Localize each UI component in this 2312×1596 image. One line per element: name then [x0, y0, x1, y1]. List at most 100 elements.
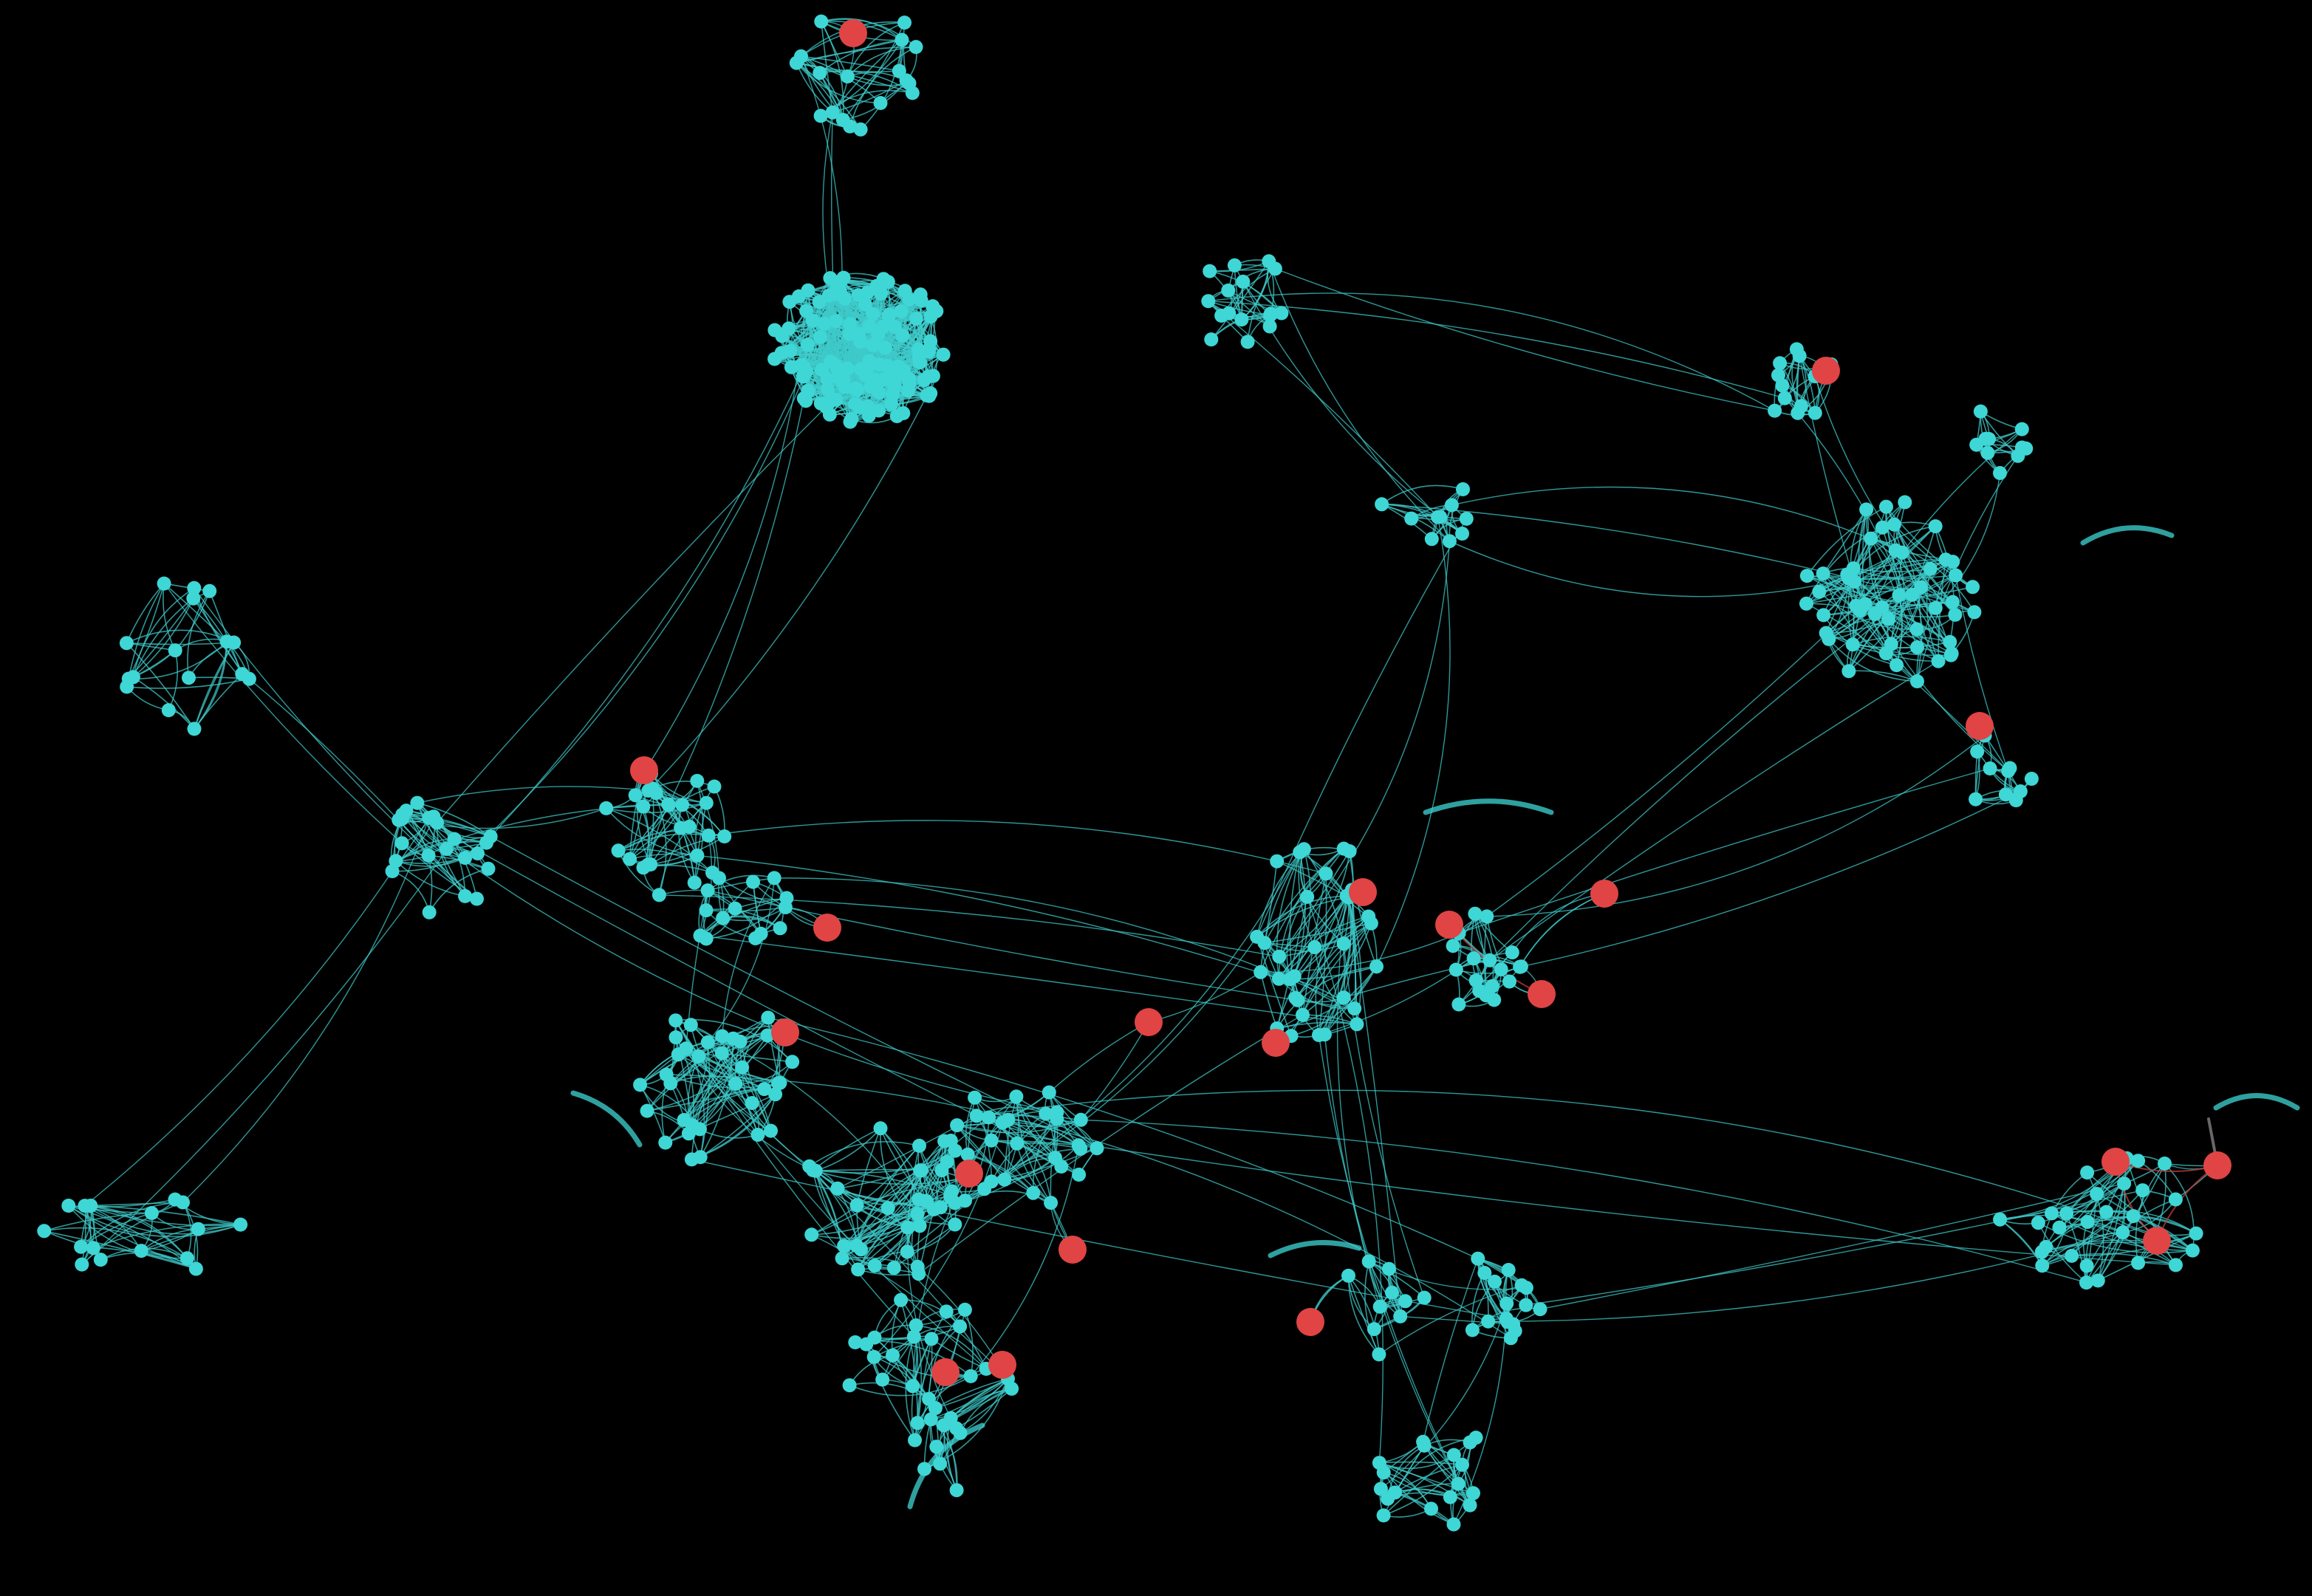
graph-node — [968, 1090, 982, 1105]
graph-node — [1768, 403, 1782, 418]
graph-edge — [821, 18, 903, 41]
graph-edge — [708, 820, 1327, 874]
graph-edge — [605, 807, 698, 857]
graph-edge — [44, 1212, 153, 1232]
graph-node — [914, 293, 928, 308]
graph-node — [1446, 1517, 1461, 1532]
graph-node — [712, 871, 726, 886]
highlight-node — [1966, 712, 1994, 740]
graph-node — [1499, 1296, 1514, 1311]
graph-node — [2008, 793, 2023, 808]
graph-node — [1443, 1490, 1457, 1504]
graph-node — [2116, 1225, 2130, 1240]
graph-edge — [893, 1224, 956, 1269]
graph-edge — [1256, 897, 1350, 938]
graph-node — [1946, 595, 1960, 609]
graph-node — [677, 1113, 691, 1127]
graph-node — [905, 86, 920, 100]
graph-node — [866, 306, 880, 321]
graph-edge — [800, 55, 844, 121]
graph-node — [835, 1251, 849, 1266]
graph-node — [1905, 587, 1920, 602]
graph-node — [1270, 854, 1285, 869]
graph-node — [1381, 1261, 1396, 1276]
graph-node — [2131, 1154, 2146, 1168]
graph-edge — [1422, 1258, 1479, 1442]
graph-node — [804, 1227, 819, 1242]
graph-edge — [1853, 559, 1946, 583]
graph-edge — [163, 583, 403, 844]
graph-edge — [700, 1093, 776, 1158]
graph-node — [1274, 306, 1289, 321]
graph-edge — [812, 1169, 951, 1196]
graph-node — [61, 1199, 76, 1213]
graph-node — [1480, 909, 1494, 924]
graph-edge — [1211, 261, 1270, 340]
graph-edge — [694, 802, 708, 883]
graph-node — [924, 1332, 939, 1346]
graph-node — [2135, 1183, 2150, 1198]
graph-node — [892, 64, 906, 78]
graph-edge — [1381, 504, 1975, 613]
graph-node — [410, 795, 425, 810]
graph-node — [1466, 951, 1481, 966]
graph-node — [1312, 1028, 1326, 1042]
graph-node — [851, 1262, 866, 1277]
graph-edge — [675, 1020, 987, 1370]
graph-edge — [1853, 577, 1954, 603]
graph-node — [2031, 1216, 2045, 1230]
graph-node — [1859, 502, 1874, 517]
graph-node — [783, 343, 798, 358]
graph-edge — [976, 1106, 1047, 1117]
graph-node — [900, 1244, 914, 1259]
graph-edge — [964, 1190, 1052, 1204]
graph-node — [782, 295, 797, 309]
graph-node — [1262, 254, 1276, 269]
graph-node — [1234, 312, 1249, 327]
graph-edge — [1828, 638, 1918, 682]
graph-edge — [648, 394, 928, 792]
graph-node — [1485, 979, 1499, 993]
graph-edge — [1048, 1021, 1149, 1093]
graph-node — [1931, 654, 1946, 668]
graph-edge — [1259, 849, 1305, 973]
graph-node — [640, 1103, 654, 1118]
graph-node — [2003, 761, 2017, 775]
graph-edge — [849, 1382, 930, 1400]
graph-node — [690, 773, 705, 788]
graph-edge — [402, 818, 491, 838]
highlight-node — [1435, 911, 1463, 939]
highlight-node — [988, 1351, 1016, 1379]
graph-node — [191, 1222, 205, 1236]
graph-node — [1350, 1017, 1364, 1032]
graph-node — [753, 926, 768, 941]
graph-edge — [812, 1161, 948, 1174]
graph-edge — [92, 1223, 242, 1249]
graph-node — [1948, 607, 1963, 622]
highlight-node — [1296, 1308, 1324, 1336]
graph-edge — [700, 935, 1358, 1025]
graph-node — [144, 1206, 159, 1220]
graph-node — [984, 1174, 999, 1189]
graph-edge — [707, 874, 775, 891]
graph-edge — [707, 889, 1355, 1010]
graph-node — [470, 891, 484, 906]
graph-edge — [930, 1378, 1009, 1420]
graph-edge — [819, 39, 903, 74]
highlight-node — [2101, 1148, 2130, 1176]
graph-node — [735, 1060, 750, 1075]
graph-edge — [1848, 578, 1952, 656]
highlight-node — [771, 1018, 799, 1047]
graph-node — [820, 371, 835, 386]
graph-node — [866, 338, 880, 352]
graph-edge — [1825, 501, 1906, 634]
graph-node — [912, 1219, 927, 1233]
graph-node — [785, 1055, 800, 1069]
graph-node — [861, 285, 875, 300]
graph-node — [1307, 940, 1322, 954]
graph-edge — [84, 1205, 242, 1227]
graph-node — [1807, 405, 1822, 420]
graph-node — [168, 1192, 182, 1207]
graph-edge — [847, 46, 917, 78]
graph-node — [923, 309, 938, 324]
